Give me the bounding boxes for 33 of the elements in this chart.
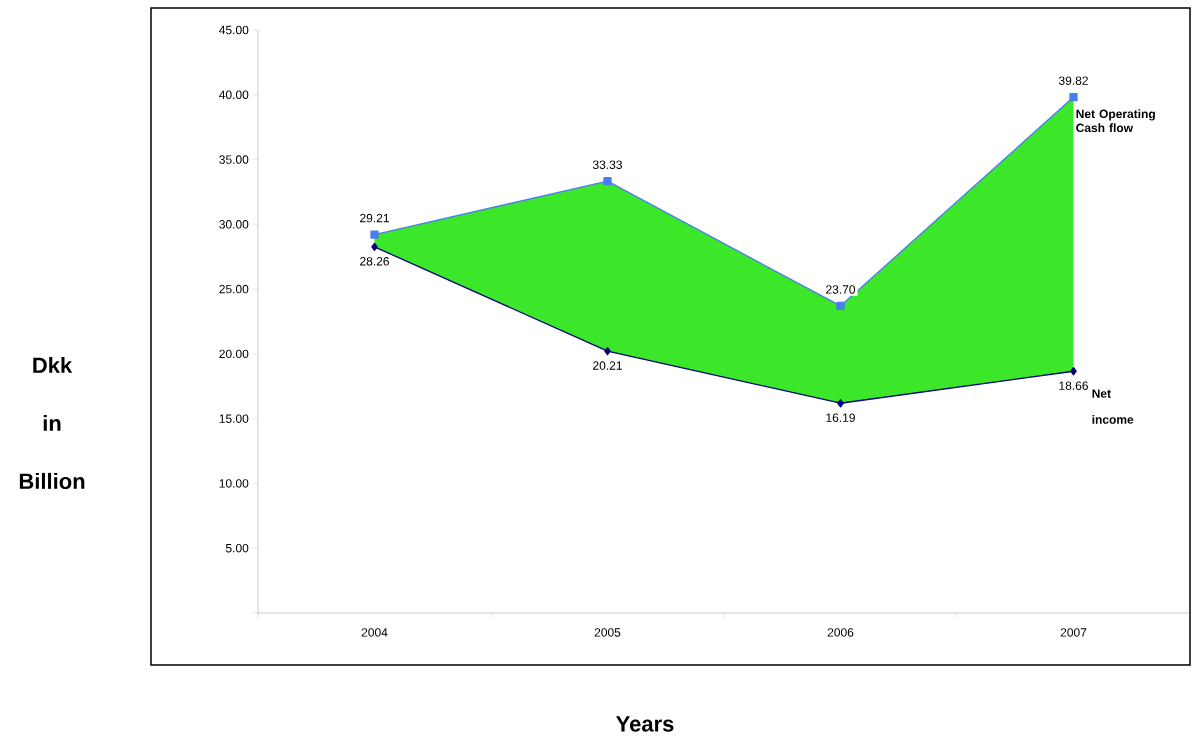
data-label: 16.19 xyxy=(826,413,855,422)
y-tick-label: 20.00 xyxy=(219,349,249,359)
data-label: 20.21 xyxy=(593,361,622,370)
y-tick-label: 25.00 xyxy=(219,284,249,294)
y-tick-label: 5.00 xyxy=(225,543,249,553)
x-tick-label: 2005 xyxy=(594,628,621,637)
data-label: 23.70 xyxy=(826,285,856,294)
y-tick-label: 10.00 xyxy=(219,479,249,488)
point xyxy=(1069,92,1078,102)
point xyxy=(836,301,845,311)
point xyxy=(1070,367,1077,376)
y-tick-label: 45.00 xyxy=(219,25,249,35)
x-tick-label: 2004 xyxy=(361,628,388,637)
y-tick-label: 40.00 xyxy=(219,90,249,100)
data-label: 39.82 xyxy=(1058,76,1088,85)
x-tick-label: 2007 xyxy=(1060,628,1087,637)
y-tick-label: 35.00 xyxy=(219,155,249,164)
point xyxy=(370,230,379,239)
point xyxy=(371,242,378,252)
data-label: 18.66 xyxy=(1059,381,1088,390)
x-tick-label: 2006 xyxy=(827,628,854,637)
data-label: 33.33 xyxy=(592,160,622,169)
y-tick-label: 30.00 xyxy=(219,220,249,229)
point xyxy=(603,177,612,186)
point xyxy=(837,399,844,408)
text: Dkk in Billion xyxy=(19,356,85,490)
data-label: 29.21 xyxy=(360,213,389,223)
x-axis-title: Years xyxy=(616,716,674,732)
series-label: Net Operating Cash flow xyxy=(1076,109,1155,133)
text: Net income xyxy=(1092,389,1134,424)
data-label: 28.26 xyxy=(360,257,389,266)
y-tick-label: 15.00 xyxy=(219,414,249,423)
point xyxy=(604,347,611,356)
